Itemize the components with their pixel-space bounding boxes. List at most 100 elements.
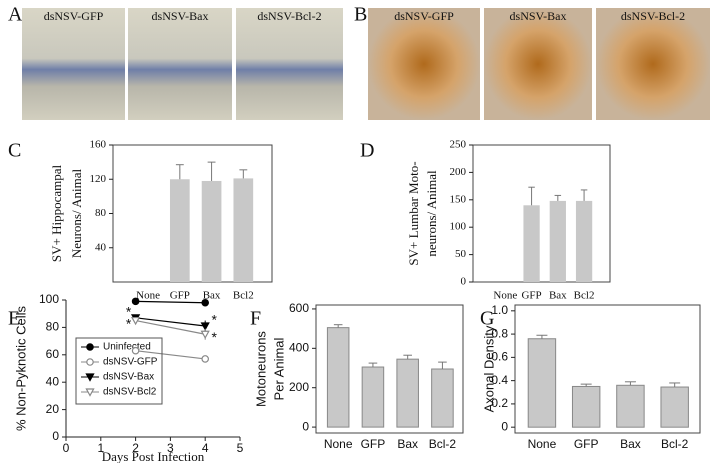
point: [131, 297, 140, 306]
plot-frame: [315, 304, 464, 434]
bar: [201, 180, 222, 282]
y-tick-label: 20: [46, 402, 60, 416]
panel-letter: B: [354, 4, 367, 26]
y-tick-label: 0.4: [491, 373, 508, 387]
image-label: dsNSV-Bax: [152, 9, 209, 23]
bar: [169, 179, 190, 282]
micrograph: [596, 8, 710, 120]
y-tick-label: 200: [450, 166, 467, 178]
panel-letter: E: [8, 308, 20, 330]
legend-label: dsNSV-Bcl2: [103, 387, 157, 398]
image-label: dsNSV-Bcl-2: [257, 9, 321, 23]
x-tick-label: None: [136, 290, 160, 302]
y-tick-label: 80: [95, 207, 107, 219]
point-label: *: [126, 304, 132, 320]
bar: [616, 384, 645, 428]
bar: [575, 200, 593, 282]
image-label: dsNSV-GFP: [394, 9, 454, 23]
y-tick-label: 0: [501, 419, 508, 433]
y-tick-label: 100: [450, 221, 467, 233]
x-tick-label: GFP: [361, 437, 386, 451]
y-tick-label: 100: [39, 292, 59, 306]
y-tick-label: 600: [289, 301, 309, 315]
y-tick-label: 200: [289, 380, 309, 394]
y-tick-label: 50: [455, 248, 467, 260]
y-tick-label: 0.6: [491, 350, 508, 364]
x-tick-label: Bcl-2: [661, 437, 689, 451]
y-axis-label: Per Animal: [271, 337, 286, 400]
y-axis-label: Neurons/ Animal: [69, 169, 84, 259]
series-line: [135, 317, 206, 327]
x-tick-label: GFP: [521, 290, 541, 302]
legend-label: dsNSV-GFP: [103, 357, 158, 368]
x-tick-label: 5: [237, 441, 244, 455]
x-tick-label: 1: [97, 441, 104, 455]
bar: [527, 338, 557, 428]
x-tick-label: GFP: [574, 437, 599, 451]
y-tick-label: 0.2: [491, 396, 508, 410]
micrograph: [484, 8, 592, 120]
x-tick-label: Bax: [620, 437, 641, 451]
legend-label: Uninfected: [103, 342, 151, 353]
panel-letter: F: [250, 308, 261, 330]
y-tick-label: 0: [302, 419, 309, 433]
x-tick-label: 2: [132, 441, 139, 455]
panel-letter: A: [8, 4, 23, 26]
bar: [361, 366, 385, 428]
x-tick-label: None: [528, 437, 557, 451]
x-tick-label: 3: [167, 441, 174, 455]
legend-marker: [85, 388, 95, 397]
micrograph: [22, 8, 125, 120]
x-tick-label: Bcl2: [233, 290, 254, 302]
y-tick-label: 160: [90, 139, 107, 151]
point: [201, 355, 210, 363]
bar: [549, 200, 566, 282]
panel-letter: G: [480, 308, 494, 330]
x-tick-label: Bcl-2: [429, 437, 457, 451]
y-axis-label: Axonal Density: [481, 325, 496, 412]
bar: [523, 205, 540, 282]
y-tick-label: 40: [46, 374, 60, 388]
series-line: [135, 300, 206, 304]
point-label: *: [211, 312, 217, 328]
x-tick-label: Bax: [203, 290, 221, 302]
series-line: [135, 350, 206, 360]
legend-marker: [86, 343, 94, 351]
point-label: *: [126, 315, 132, 331]
y-tick-label: 80: [46, 320, 60, 334]
point: [200, 330, 210, 339]
point-label: *: [211, 329, 217, 345]
legend-marker: [86, 358, 94, 366]
plot-frame: [472, 144, 611, 283]
x-tick-label: GFP: [170, 290, 190, 302]
x-tick-label: Bax: [549, 290, 567, 302]
y-tick-label: 400: [289, 340, 309, 354]
y-axis-label: neurons/ Animal: [424, 170, 439, 257]
y-tick-label: 0.8: [491, 326, 508, 340]
point: [200, 322, 210, 331]
x-tick-label: None: [324, 437, 353, 451]
bar: [233, 178, 254, 282]
y-tick-label: 250: [450, 139, 467, 151]
series-line: [135, 319, 206, 335]
y-tick-label: 40: [95, 241, 107, 253]
bar: [660, 386, 689, 428]
plot-frame: [514, 304, 701, 434]
y-tick-label: 1.0: [491, 303, 508, 317]
image-label: dsNSV-Bax: [510, 9, 567, 23]
bar: [571, 385, 601, 428]
micrograph: [368, 8, 480, 120]
y-tick-label: 150: [450, 193, 467, 205]
x-axis-label: Days Post Infection: [102, 449, 205, 463]
x-tick-label: Bax: [397, 437, 418, 451]
panel-letter: D: [360, 140, 374, 162]
x-tick-label: 0: [63, 441, 70, 455]
bar: [326, 327, 350, 428]
image-label: dsNSV-Bcl-2: [621, 9, 685, 23]
bar: [431, 368, 454, 428]
micrograph: [128, 8, 232, 120]
y-tick-label: 0: [461, 276, 467, 288]
image-label: dsNSV-GFP: [44, 9, 104, 23]
